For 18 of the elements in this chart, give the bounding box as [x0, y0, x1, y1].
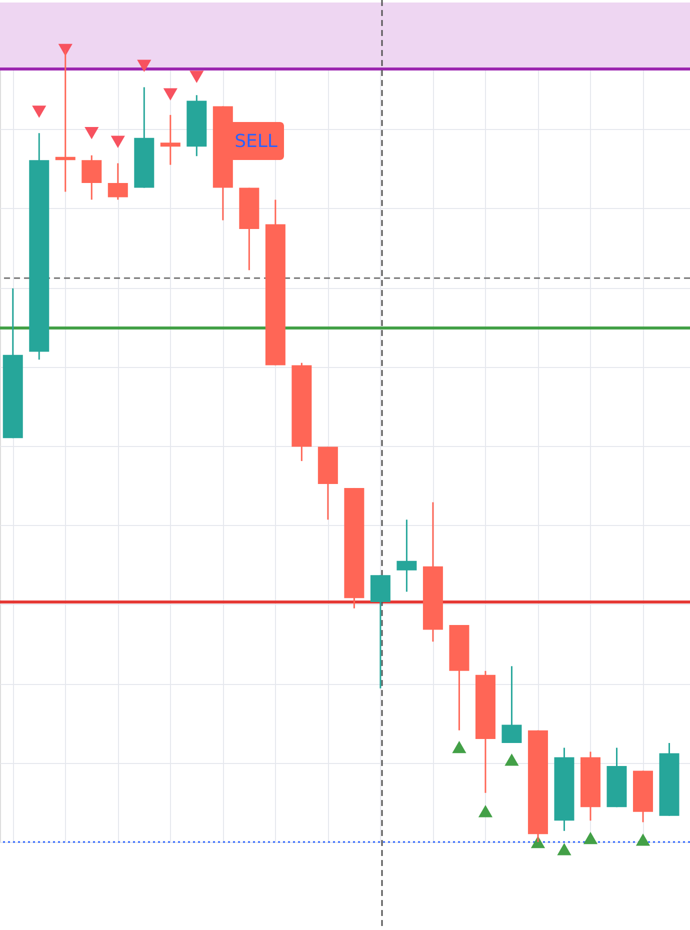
point: [137, 60, 152, 72]
candlestick: [108, 162, 128, 200]
candlestick: [82, 154, 102, 200]
point: [478, 804, 493, 818]
point: [583, 832, 598, 844]
point: [557, 843, 572, 856]
point: [84, 127, 99, 140]
point: [110, 136, 125, 148]
point: [504, 754, 519, 766]
candlestick: [502, 665, 522, 744]
candlestick: [396, 518, 417, 592]
annotation: SELL: [234, 131, 278, 152]
point: [32, 106, 46, 118]
point: [636, 834, 650, 846]
candlestick: [160, 114, 180, 166]
point: [190, 70, 204, 84]
point: [452, 740, 466, 754]
point: [163, 88, 178, 100]
